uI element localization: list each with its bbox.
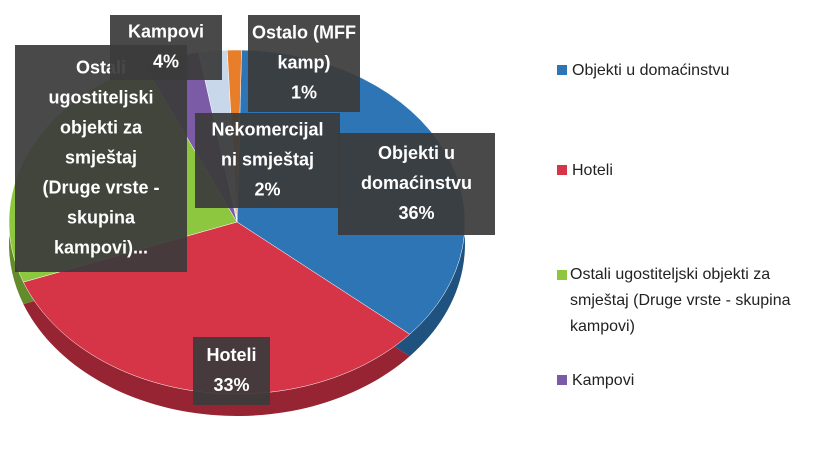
data-label: (Druge vrste -: [42, 177, 159, 197]
legend: Objekti u domaćinstvu Hoteli Ostali ugos…: [557, 62, 791, 389]
data-label: skupina: [67, 207, 136, 227]
data-label: kampovi)...: [54, 237, 148, 257]
legend-label: Hoteli: [572, 162, 613, 179]
legend-swatch: [557, 165, 567, 175]
legend-label-wrap: Ostali ugostiteljski objekti za smještaj…: [570, 266, 791, 335]
legend-swatch: [557, 65, 567, 75]
legend-label: Ostali ugostiteljski objekti za smještaj…: [570, 266, 791, 335]
data-label-box: [193, 337, 270, 405]
data-label: smještaj: [65, 147, 137, 167]
data-label: domaćinstvu: [361, 173, 472, 193]
data-label: ni smještaj: [221, 149, 314, 169]
data-label: 1%: [291, 82, 317, 102]
data-label: 36%: [398, 203, 434, 223]
data-label: Ostalo (MFF: [252, 22, 356, 42]
data-label-box: [195, 113, 340, 208]
data-label: 4%: [153, 51, 179, 71]
data-label: 33%: [213, 375, 249, 395]
data-label-box: [15, 45, 187, 272]
data-label: Objekti u: [378, 143, 455, 163]
legend-swatch: [557, 375, 567, 385]
data-label-box: [248, 15, 360, 112]
legend-swatch: [557, 270, 567, 280]
data-label: Kampovi: [128, 21, 204, 41]
data-label-box: [110, 15, 222, 80]
legend-label: Kampovi: [572, 372, 634, 389]
data-label-box: [338, 133, 495, 235]
data-label: 2%: [254, 179, 280, 199]
data-label: Hoteli: [206, 345, 256, 365]
data-label: Nekomercijal: [211, 119, 323, 139]
data-label: objekti za: [60, 117, 143, 137]
data-label: kamp): [277, 52, 330, 72]
data-label: ugostiteljski: [48, 87, 153, 107]
legend-label: Objekti u domaćinstvu: [572, 62, 729, 79]
